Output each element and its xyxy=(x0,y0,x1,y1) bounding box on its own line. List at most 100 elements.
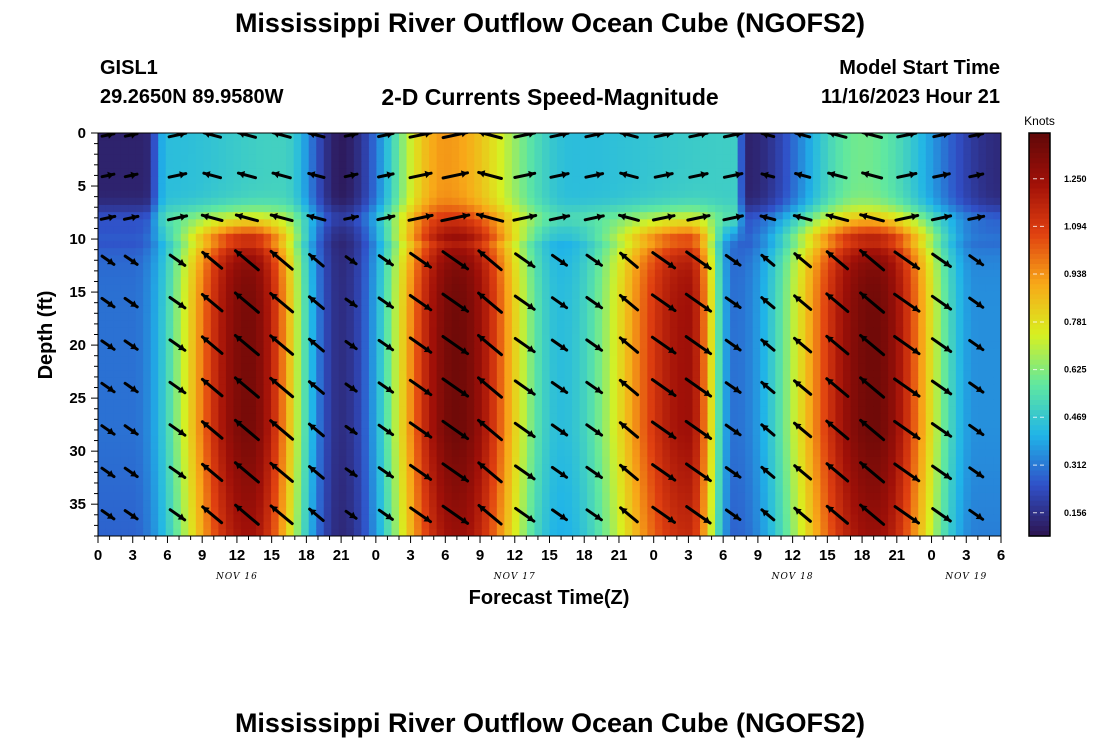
heatmap-cell xyxy=(654,154,663,163)
heatmap-cell xyxy=(873,399,882,408)
heatmap-cell xyxy=(278,269,287,278)
heatmap-cell xyxy=(797,413,806,422)
heatmap-cell xyxy=(105,161,114,170)
heatmap-cell xyxy=(662,298,671,307)
heatmap-cell xyxy=(790,233,799,242)
heatmap-cell xyxy=(933,341,942,350)
heatmap-cell xyxy=(459,161,468,170)
heatmap-cell xyxy=(233,204,242,213)
heatmap-cell xyxy=(579,240,588,249)
heatmap-cell xyxy=(955,305,964,314)
heatmap-cell xyxy=(301,341,310,350)
heatmap-cell xyxy=(98,334,107,343)
heatmap-cell xyxy=(797,269,806,278)
heatmap-cell xyxy=(925,262,934,271)
heatmap-cell xyxy=(128,240,137,249)
heatmap-cell xyxy=(331,377,340,386)
heatmap-cell xyxy=(549,370,558,379)
heatmap-cell xyxy=(572,291,581,300)
heatmap-cell xyxy=(286,176,295,184)
heatmap-cell xyxy=(466,233,475,242)
heatmap-cell xyxy=(256,356,265,364)
heatmap-cell xyxy=(858,190,867,199)
heatmap-cell xyxy=(925,226,934,235)
heatmap-cell xyxy=(466,240,475,249)
heatmap-cell xyxy=(850,377,859,386)
heatmap-cell xyxy=(925,140,934,148)
heatmap-cell xyxy=(120,204,129,213)
heatmap-cell xyxy=(248,248,257,256)
heatmap-cell xyxy=(888,154,897,163)
heatmap-cell xyxy=(406,305,415,314)
heatmap-cell xyxy=(767,298,776,307)
heatmap-cell xyxy=(820,406,829,415)
heatmap-cell xyxy=(346,226,355,235)
heatmap-cell xyxy=(700,269,709,278)
heatmap-cell xyxy=(158,154,167,163)
heatmap-cell xyxy=(301,420,310,429)
heatmap-cell xyxy=(150,255,159,264)
heatmap-cell xyxy=(135,370,144,379)
heatmap-cell xyxy=(684,305,694,314)
heatmap-cell xyxy=(805,269,814,278)
heatmap-cell xyxy=(429,334,438,343)
heatmap-cell xyxy=(827,262,837,271)
heatmap-cell xyxy=(677,291,686,300)
heatmap-cell xyxy=(572,377,581,386)
heatmap-cell xyxy=(165,226,174,235)
heatmap-cell xyxy=(436,240,445,249)
heatmap-cell xyxy=(278,399,287,408)
heatmap-cell xyxy=(128,392,137,400)
heatmap-cell xyxy=(587,212,596,220)
heatmap-cell xyxy=(572,262,581,271)
heatmap-cell xyxy=(316,327,325,336)
heatmap-cell xyxy=(391,406,400,415)
heatmap-cell xyxy=(150,262,159,271)
heatmap-cell xyxy=(451,219,460,228)
heatmap-cell xyxy=(895,161,904,170)
heatmap-cell xyxy=(534,133,543,141)
heatmap-cell xyxy=(745,255,754,264)
heatmap-cell xyxy=(526,161,536,170)
heatmap-cell xyxy=(496,269,505,278)
heatmap-cell xyxy=(684,168,694,177)
heatmap-cell xyxy=(579,312,588,321)
heatmap-cell xyxy=(135,428,144,436)
heatmap-cell xyxy=(873,212,882,220)
heatmap-cell xyxy=(263,226,272,235)
heatmap-cell xyxy=(609,363,618,372)
heatmap-cell xyxy=(827,269,837,278)
heatmap-cell xyxy=(865,168,874,177)
heatmap-cell xyxy=(436,363,445,372)
heatmap-cell xyxy=(775,204,784,213)
heatmap-cell xyxy=(444,262,453,271)
heatmap-cell xyxy=(782,276,791,285)
heatmap-cell xyxy=(210,305,220,314)
heatmap-cell xyxy=(399,406,408,415)
heatmap-cell xyxy=(188,413,197,422)
heatmap-cell xyxy=(557,154,566,163)
heatmap-cell xyxy=(609,204,618,213)
heatmap-cell xyxy=(850,219,859,228)
heatmap-cell xyxy=(240,284,250,292)
heatmap-cell xyxy=(978,233,987,242)
heatmap-cell xyxy=(549,356,558,364)
heatmap-cell xyxy=(444,240,453,249)
heatmap-cell xyxy=(286,284,295,292)
heatmap-cell xyxy=(970,183,980,192)
heatmap-cell xyxy=(873,197,882,206)
heatmap-cell xyxy=(963,262,972,271)
heatmap-cell xyxy=(436,190,445,199)
heatmap-cell xyxy=(150,269,159,278)
heatmap-cell xyxy=(218,334,227,343)
heatmap-cell xyxy=(842,226,852,235)
heatmap-cell xyxy=(173,363,182,372)
heatmap-cell xyxy=(105,377,114,386)
heatmap-cell xyxy=(918,284,927,292)
heatmap-cell xyxy=(368,240,378,249)
heatmap-cell xyxy=(143,219,152,228)
heatmap-cell xyxy=(504,248,513,256)
heatmap-cell xyxy=(737,240,746,249)
heatmap-cell xyxy=(368,190,378,199)
heatmap-cell xyxy=(135,377,144,386)
